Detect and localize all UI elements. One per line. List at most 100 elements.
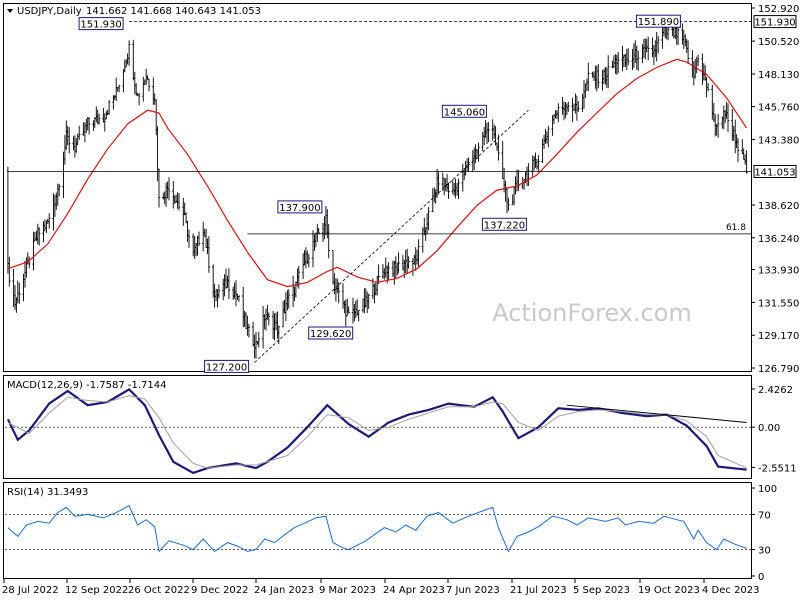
price-level-callout: 145.060 <box>441 104 487 118</box>
price-box <box>753 15 797 29</box>
symbol-label: USDJPY,Daily <box>17 6 82 17</box>
price-candle <box>187 229 191 248</box>
price-candle <box>437 172 440 195</box>
price-candle <box>197 231 201 247</box>
price-candle <box>507 197 510 211</box>
price-box <box>753 165 797 178</box>
price-candle <box>247 323 251 338</box>
x-axis-tick-label: 28 Jul 2022 <box>2 585 59 596</box>
price-candle <box>597 64 600 89</box>
x-axis-tick-label: 19 Oct 2023 <box>638 585 700 596</box>
callout-box <box>481 217 527 231</box>
price-candle <box>547 125 550 148</box>
price-candle <box>327 223 330 259</box>
price-candle <box>407 256 410 269</box>
x-axis-tick-label: 7 Jun 2023 <box>446 585 500 596</box>
y-axis-tick-label: 131.550 <box>758 298 799 309</box>
price-candle <box>387 262 390 281</box>
price-candle <box>716 113 720 138</box>
callout-box <box>441 104 487 118</box>
price-candle <box>517 170 520 192</box>
support-trendline <box>254 109 529 363</box>
price-candle <box>38 227 41 246</box>
price-candle <box>48 213 51 229</box>
price-level-callout: 127.200 <box>204 359 250 373</box>
price-candle <box>676 24 680 45</box>
price-candle <box>607 55 610 89</box>
price-candle <box>627 48 630 66</box>
price-candle <box>745 150 748 174</box>
price-candle <box>397 252 400 274</box>
x-axis-tick-label: 9 Dec 2022 <box>191 585 249 596</box>
y-axis-tick-label: 136.240 <box>758 234 799 245</box>
price-candle <box>18 282 21 304</box>
price-candle <box>427 206 430 231</box>
y-axis-tick-label: 138.620 <box>758 201 799 212</box>
price-candle <box>237 295 241 302</box>
price-candle <box>227 268 231 300</box>
chart-header: USDJPY,Daily 141.662 141.668 140.643 141… <box>7 6 261 17</box>
price-candle <box>357 309 360 322</box>
x-axis-tick-label: 12 Sep 2022 <box>65 585 128 596</box>
price-candle <box>736 138 740 163</box>
price-candle <box>696 54 700 67</box>
callout-label: 137.220 <box>484 220 525 231</box>
price-candle <box>277 325 280 344</box>
price-candle <box>177 193 181 211</box>
price-candles <box>6 15 748 359</box>
watermark: ActionForex.com <box>492 299 692 327</box>
rsi-y-tick-label: 0 <box>758 572 764 583</box>
rsi-title: RSI(14) 31.3493 <box>7 487 88 498</box>
price-candle <box>68 127 71 154</box>
price-candle <box>447 182 450 199</box>
price-candle <box>157 168 161 208</box>
price-candle <box>726 103 730 132</box>
price-candle <box>107 100 111 115</box>
price-candle <box>637 50 640 71</box>
price-level-callout: 151.890 <box>635 14 681 28</box>
callout-box <box>308 326 354 340</box>
price-box-label: 151.930 <box>754 18 795 29</box>
callout-label: 137.900 <box>279 203 320 214</box>
callout-label: 145.060 <box>444 107 485 118</box>
macd-y-tick-label: 0.00 <box>758 423 780 434</box>
price-candle <box>457 178 460 199</box>
y-axis-tick-label: 145.760 <box>758 103 799 114</box>
price-candle <box>367 293 370 309</box>
price-level-callout: 129.620 <box>308 326 354 340</box>
price-candle <box>617 52 620 74</box>
price-candle <box>347 306 350 314</box>
price-candle <box>217 284 221 299</box>
x-axis-tick-label: 4 Dec 2023 <box>702 585 760 596</box>
x-axis-tick-label: 26 Oct 2022 <box>128 585 190 596</box>
y-axis-tick-label: 126.790 <box>758 364 799 375</box>
y-axis-tick-label: 148.130 <box>758 70 799 81</box>
price-candle <box>147 78 151 92</box>
price-candle <box>587 62 590 91</box>
price-candle <box>307 254 310 268</box>
macd-divergence-trendline <box>566 404 747 423</box>
price-candle <box>58 184 61 197</box>
collapse-triangle-icon[interactable] <box>7 9 13 13</box>
price-level-callout: 151.930 <box>78 17 124 31</box>
rsi-indicator-chart: RSI(14) 31.3493 100 70 30 0 <box>5 484 777 583</box>
price-candle <box>686 40 690 64</box>
callout-label: 129.620 <box>310 329 351 340</box>
price-candle <box>557 103 560 123</box>
price-candle <box>537 155 540 172</box>
price-level-callout: 137.220 <box>481 217 527 231</box>
callout-label: 127.200 <box>206 362 247 373</box>
price-candle <box>87 117 91 135</box>
rsi-y-tick-label: 70 <box>758 510 771 521</box>
price-candle <box>567 101 570 112</box>
price-candle <box>487 122 490 142</box>
x-axis-tick-label: 24 Jan 2023 <box>254 585 314 596</box>
price-candle <box>207 236 211 273</box>
callout-label: 151.930 <box>80 20 121 31</box>
callout-box <box>277 200 323 214</box>
price-candle <box>706 82 710 92</box>
y-axis-tick-label: 143.380 <box>758 135 799 146</box>
price-candle <box>647 36 650 61</box>
x-axis-tick-label: 24 Apr 2023 <box>383 585 445 596</box>
callout-box <box>204 359 250 373</box>
